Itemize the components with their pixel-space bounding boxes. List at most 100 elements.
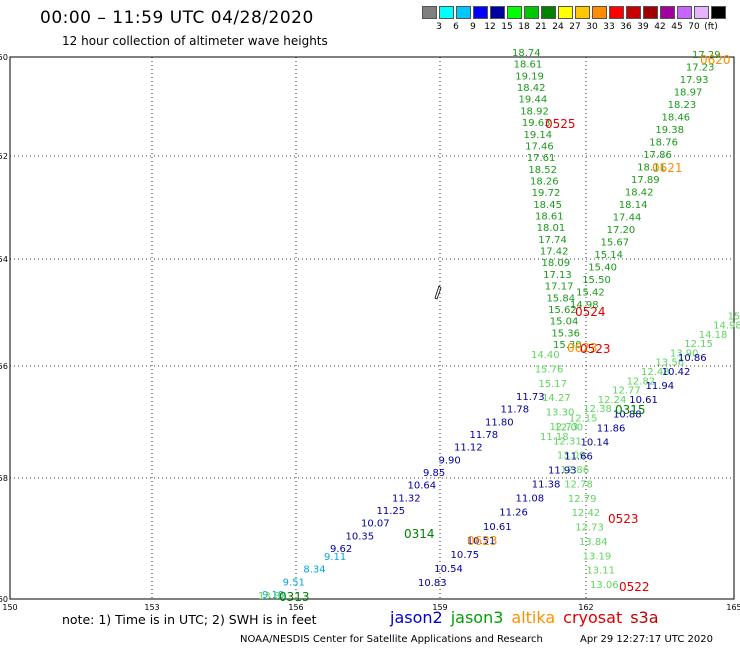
swh-label: 17.44: [613, 213, 642, 224]
swh-label: 15.04: [550, 317, 579, 328]
swh-label: 19.63: [522, 118, 551, 129]
swh-label: 19.38: [655, 125, 684, 136]
pass-time-tag: 0621: [652, 161, 683, 175]
swh-label: 10.35: [346, 531, 375, 542]
swh-label: 12.15: [569, 413, 598, 424]
swh-label: 11.26: [499, 508, 528, 519]
swh-label: 15.17: [538, 379, 567, 390]
swh-label: 18.23: [668, 100, 697, 111]
swh-label: 10.86: [678, 353, 707, 364]
scale-swatch: [490, 6, 505, 19]
y-tick-label: -52: [0, 152, 8, 161]
map-frame: [9, 56, 735, 600]
scale-label: (ft): [704, 22, 718, 32]
wave-height-map[interactable]: 150 153 156 159 162 165 -50 -52 -54 -56 -58 -60 18.7…: [0, 48, 740, 610]
swh-label: 15.62: [548, 305, 577, 316]
swh-label: 17.20: [607, 225, 636, 236]
swh-label: 11.08: [516, 494, 545, 505]
pass-time-tag: 0623: [567, 341, 598, 355]
island-outline: [434, 285, 442, 300]
swh-label: 18.42: [517, 83, 546, 94]
scale-label: 45: [671, 22, 683, 32]
swh-label: 17.23: [686, 63, 715, 74]
swh-label: 18.61: [514, 60, 543, 71]
x-tick-label: 156: [288, 603, 303, 610]
scale-swatch: [694, 6, 709, 19]
swh-label: 18.74: [512, 48, 541, 59]
swh-label: 14.18: [699, 330, 728, 341]
swh-label: 12.38: [583, 404, 612, 415]
swh-label: 18.09: [542, 258, 571, 269]
pass-time-tag: 0524: [575, 305, 606, 319]
y-tick-label: -56: [0, 362, 8, 371]
swh-label: 17.42: [540, 247, 569, 258]
swh-label: 17.61: [527, 153, 556, 164]
swh-label: 15.84: [546, 293, 575, 304]
swh-label: 11.32: [392, 493, 421, 504]
scale-label: 36: [620, 22, 632, 32]
swh-label: 14.98: [713, 321, 740, 332]
scale-label: 42: [654, 22, 666, 32]
swh-label: 18.14: [619, 200, 648, 211]
swh-label: 18.45: [533, 200, 562, 211]
y-tick-label: -50: [0, 53, 8, 62]
scale-label: 21: [535, 22, 547, 32]
pass-time-tag: 0525: [545, 117, 576, 131]
swh-label: 15.30: [553, 340, 582, 351]
x-tick-label: 165: [726, 603, 740, 610]
swh-label: 9.18: [262, 590, 284, 601]
swh-label: 19.14: [523, 130, 552, 141]
swh-label: 12.00: [554, 423, 583, 434]
swh-label: 11.25: [377, 506, 406, 517]
scale-label: 39: [637, 22, 649, 32]
page-title: 00:00 – 11:59 UTC 04/28/2020: [40, 8, 314, 28]
swh-label: 13.30: [546, 408, 575, 419]
y-tick-label: -60: [0, 595, 8, 604]
page-subtitle: 12 hour collection of altimeter wave hei…: [62, 34, 328, 48]
swh-label: 18.61: [535, 212, 564, 223]
swh-label: 11.18: [540, 432, 569, 443]
y-tick-label: -58: [0, 474, 8, 483]
swh-label: 15.67: [601, 238, 630, 249]
swh-label: 15.21: [728, 311, 740, 322]
swh-label: 14.27: [542, 393, 571, 404]
swh-label: 11.93: [548, 466, 577, 477]
swh-label: 13.11: [586, 566, 615, 577]
swh-label: 9.51: [283, 577, 305, 588]
scale-swatch: [456, 6, 471, 19]
swh-label: 15.50: [582, 275, 611, 286]
swh-label: 11.78: [501, 405, 530, 416]
swh-label: 10.51: [467, 536, 496, 547]
legend-item-jason2: jason2: [390, 608, 443, 627]
swh-label: 19.44: [519, 95, 548, 106]
swh-label: 18.52: [528, 165, 557, 176]
legend-item-cryosat: cryosat: [563, 608, 623, 627]
scale-label: 6: [453, 22, 459, 32]
swh-label: 10.88: [613, 409, 642, 420]
timestamp: Apr 29 12:27:17 UTC 2020: [580, 634, 713, 645]
swh-label: 12.31: [553, 436, 582, 447]
scale-swatch: [711, 6, 726, 19]
swh-label: 13.83: [258, 591, 287, 602]
legend-item-s3a: s3a: [630, 608, 659, 627]
swh-label: 13.09: [557, 451, 586, 462]
swh-label: 10.83: [418, 578, 447, 589]
swh-label: 9.62: [330, 544, 352, 555]
scale-swatch: [626, 6, 641, 19]
swh-label: 15.76: [535, 364, 564, 375]
swh-label: 13.84: [579, 537, 608, 548]
scale-swatch: [473, 6, 488, 19]
swh-label: 12.79: [568, 494, 597, 505]
swh-label: 12.86: [561, 465, 590, 476]
swh-label: 12.77: [612, 386, 641, 397]
swh-label: 13.06: [590, 580, 619, 591]
pass-time-tag: 0314: [404, 527, 435, 541]
swh-label: 18.01: [537, 223, 566, 234]
pass-time-tag: 0315: [615, 403, 646, 417]
swh-label: 17.86: [643, 150, 672, 161]
swh-label: 13.56: [655, 358, 684, 369]
swh-label: 12.78: [564, 479, 593, 490]
scale-label: 30: [586, 22, 598, 32]
scale-swatch: [609, 6, 624, 19]
scale-swatch: [439, 6, 454, 19]
